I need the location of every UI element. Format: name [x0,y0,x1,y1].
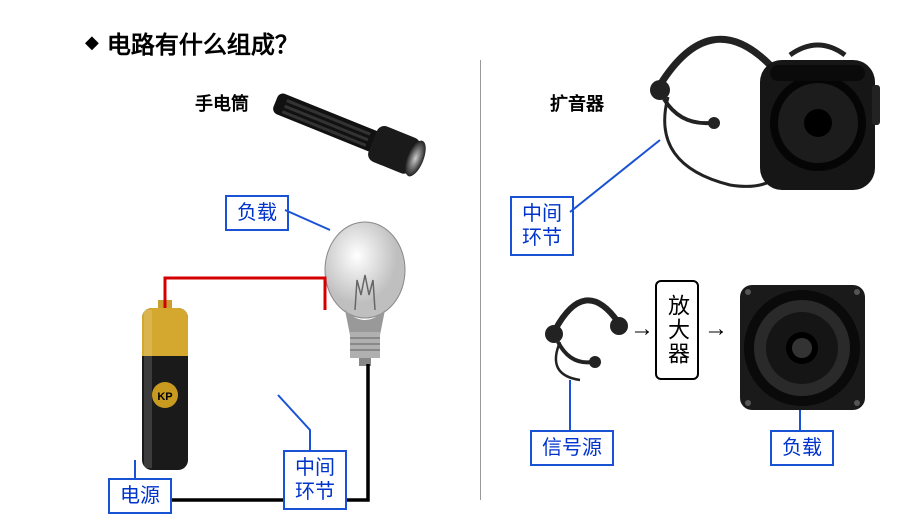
arrow-1-icon: → [630,315,654,343]
arrow-2-icon: → [704,315,728,343]
amplifier-box: 放大器 [655,280,699,380]
right-leaders [0,0,920,518]
speaker-icon [730,270,890,430]
headset-icon [540,280,635,390]
